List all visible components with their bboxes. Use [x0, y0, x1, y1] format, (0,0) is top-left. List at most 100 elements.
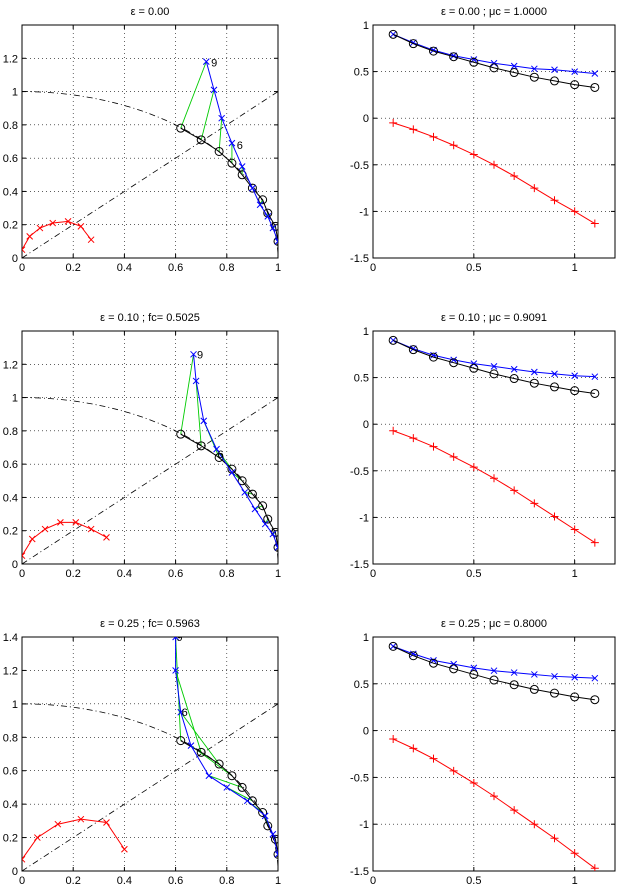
- y-tick-label: 0: [12, 559, 18, 571]
- data-point-black: [590, 388, 600, 398]
- data-point-red: [87, 236, 95, 244]
- data-point-black: [529, 684, 539, 694]
- data-point-black: [258, 808, 268, 817]
- data-point-red: [409, 744, 418, 753]
- data-point-black: [590, 695, 600, 705]
- x-tick-label: 1: [275, 262, 281, 274]
- series-line-black: [392, 33, 595, 88]
- point-annotation: 9: [177, 632, 183, 644]
- plot-area: [372, 24, 616, 259]
- plot-contents: [388, 29, 600, 228]
- data-point-blue: [591, 70, 599, 77]
- data-point-blue: [249, 184, 256, 192]
- data-point-red: [530, 184, 539, 193]
- data-point-blue: [241, 489, 249, 496]
- data-point-red: [409, 125, 418, 134]
- green-connector: [200, 89, 215, 140]
- y-tick-label: 0.8: [3, 426, 18, 438]
- data-point-red: [103, 819, 110, 826]
- plot-contents: 96: [22, 632, 278, 871]
- data-point-blue: [551, 672, 558, 680]
- chart-panel-1: 0 0.2 0.4 0.6 0.8 1 0 0.2 0.4 0.6 0.8 1 1.2 ε = 0.00 9…: [3, 6, 281, 274]
- x-tick-label: 0.8: [219, 262, 234, 274]
- data-point-red: [449, 766, 458, 775]
- data-point-red: [389, 118, 398, 127]
- point-annotation: 9: [211, 57, 217, 69]
- x-tick-label: 0: [370, 568, 376, 580]
- y-tick-label: 1.2: [3, 665, 18, 677]
- y-tick-label: 0: [363, 419, 369, 431]
- data-point-red: [550, 834, 559, 843]
- data-point-black: [469, 57, 479, 67]
- data-point-blue: [264, 213, 272, 220]
- data-point-black: [176, 429, 186, 439]
- y-tick-label: -1: [359, 819, 369, 831]
- y-tick-label: 1: [12, 699, 18, 711]
- point-annotation: 9: [197, 349, 203, 361]
- data-point-black: [509, 68, 519, 78]
- data-point-blue: [510, 365, 518, 373]
- x-tick-label: 0: [370, 875, 376, 887]
- data-point-red: [510, 486, 519, 495]
- series-line-black: [180, 433, 278, 548]
- y-tick-label: -0.5: [350, 160, 369, 172]
- data-point-blue: [551, 66, 558, 74]
- data-point-blue: [172, 667, 179, 674]
- chart-title: ε = 0.25 ; fc= 0.5963: [100, 618, 200, 630]
- data-point-red: [429, 754, 438, 763]
- chart-panel-4: 0 0.5 1 -1.5 -1 -0.5 0 0.5 1 ε = 0.10 ; μc = 0.90…: [350, 312, 616, 580]
- plot-area: [21, 24, 279, 259]
- data-point-red: [590, 219, 599, 228]
- data-point-blue: [274, 544, 278, 551]
- series-line-black: [392, 645, 595, 701]
- data-point-black: [429, 46, 438, 56]
- data-point-red: [449, 141, 458, 150]
- data-point-black: [408, 39, 418, 49]
- data-point-red: [510, 806, 519, 815]
- data-point-black: [196, 441, 206, 451]
- data-point-blue: [274, 850, 278, 858]
- green-connector: [180, 61, 207, 129]
- data-point-blue: [490, 59, 498, 67]
- data-point-black: [570, 386, 580, 396]
- data-point-red: [530, 820, 539, 829]
- data-point-black: [469, 669, 479, 679]
- data-point-red: [570, 207, 579, 216]
- data-point-blue: [218, 114, 226, 122]
- data-point-blue: [213, 445, 220, 453]
- data-point-blue: [261, 520, 269, 528]
- diagonal-line: [22, 703, 278, 871]
- data-point-black: [550, 76, 559, 86]
- data-point-blue: [228, 139, 236, 147]
- y-tick-label: 1: [363, 326, 369, 338]
- data-point-red: [449, 452, 458, 461]
- series-line-blue: [205, 61, 278, 242]
- data-point-black: [590, 82, 600, 92]
- data-point-blue: [269, 530, 277, 538]
- data-point-blue: [200, 417, 208, 425]
- data-point-blue: [190, 350, 197, 358]
- data-point-black: [429, 658, 438, 668]
- data-point-black: [176, 123, 186, 133]
- y-tick-label: 0.6: [3, 766, 18, 778]
- chart-title: ε = 0.25 ; μc = 0.8000: [441, 618, 547, 630]
- x-tick-label: 0.6: [168, 262, 183, 274]
- data-point-blue: [251, 505, 259, 513]
- data-point-black: [263, 514, 273, 524]
- data-point-red: [103, 534, 110, 541]
- y-tick-label: 0: [12, 253, 18, 265]
- data-point-red: [77, 223, 85, 230]
- data-point-blue: [172, 637, 179, 641]
- plot-area: [21, 636, 279, 872]
- data-point-red: [429, 442, 438, 451]
- data-point-black: [227, 158, 237, 168]
- data-point-red: [490, 792, 498, 801]
- data-point-blue: [490, 363, 498, 370]
- data-point-black: [550, 688, 559, 698]
- data-point-blue: [269, 830, 277, 838]
- data-point-blue: [223, 784, 231, 791]
- plot-contents: [388, 641, 600, 871]
- data-point-blue: [591, 373, 599, 381]
- data-point-blue: [205, 772, 213, 780]
- series-line-black: [180, 127, 278, 242]
